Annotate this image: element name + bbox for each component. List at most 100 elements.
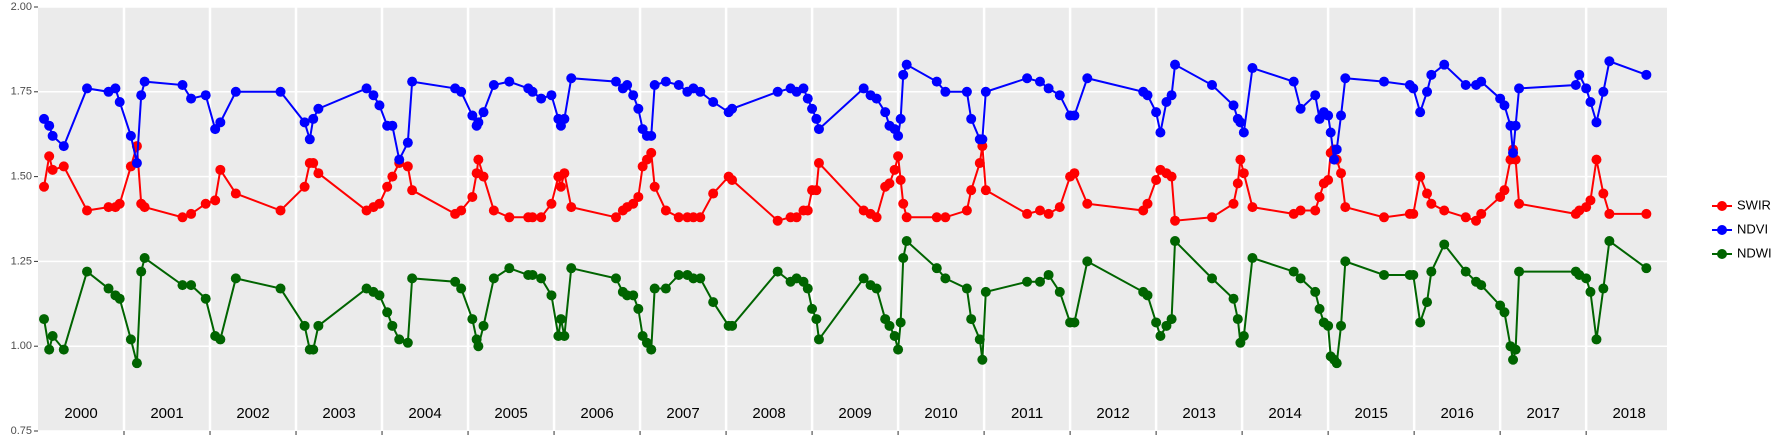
y-tick-label: 1.00 (11, 340, 32, 352)
data-point (813, 334, 824, 345)
data-point (186, 280, 197, 291)
data-point (1142, 198, 1153, 209)
data-point (695, 86, 706, 97)
data-point (1499, 185, 1510, 196)
data-point (610, 273, 621, 284)
year-label: 2008 (752, 405, 785, 422)
data-point (1310, 286, 1321, 297)
legend-label: NDVI (1737, 221, 1768, 236)
data-point (980, 86, 991, 97)
data-point (802, 283, 813, 294)
data-point (695, 273, 706, 284)
data-point (727, 103, 738, 114)
data-point (961, 205, 972, 216)
data-point (1151, 317, 1162, 328)
data-point (1329, 154, 1340, 165)
data-point (1499, 100, 1510, 111)
data-point (275, 86, 286, 97)
data-point (895, 317, 906, 328)
data-point (215, 164, 226, 175)
data-point (488, 273, 499, 284)
data-point (811, 113, 822, 124)
data-point (1415, 171, 1426, 182)
year-label: 2012 (1096, 405, 1129, 422)
data-point (895, 113, 906, 124)
data-point (1043, 269, 1054, 280)
data-point (1585, 195, 1596, 206)
data-point (1247, 253, 1258, 264)
data-point (977, 134, 988, 145)
data-point (177, 212, 188, 223)
data-point (628, 198, 639, 209)
data-point (478, 171, 489, 182)
data-point (186, 208, 197, 219)
data-point (1082, 256, 1093, 267)
data-point (230, 188, 241, 199)
data-point (772, 86, 783, 97)
data-point (299, 181, 310, 192)
data-point (622, 80, 633, 91)
data-point (1460, 212, 1471, 223)
data-point (673, 269, 684, 280)
data-point (772, 215, 783, 226)
data-point (1295, 205, 1306, 216)
data-point (210, 124, 221, 135)
data-point (299, 117, 310, 128)
data-point (1641, 208, 1652, 219)
data-point (871, 283, 882, 294)
data-point (688, 212, 699, 223)
y-tick-label: 2.00 (11, 1, 32, 13)
data-point (660, 283, 671, 294)
data-point (1510, 344, 1521, 355)
data-point (136, 90, 147, 101)
data-point (1604, 56, 1615, 67)
data-point (1426, 266, 1437, 277)
data-point (361, 83, 372, 94)
data-point (82, 83, 93, 94)
data-point (974, 158, 985, 169)
data-point (407, 76, 418, 87)
data-point (39, 113, 50, 124)
data-point (1336, 110, 1347, 121)
data-point (139, 253, 150, 264)
data-point (1207, 80, 1218, 91)
data-point (1022, 73, 1033, 84)
data-point (1581, 273, 1592, 284)
data-point (275, 283, 286, 294)
data-point (527, 269, 538, 280)
data-point (387, 171, 398, 182)
data-point (708, 188, 719, 199)
data-point (139, 76, 150, 87)
data-point (633, 191, 644, 202)
data-point (313, 320, 324, 331)
data-point (880, 107, 891, 118)
data-point (114, 198, 125, 209)
data-point (186, 93, 197, 104)
data-point (1570, 80, 1581, 91)
data-point (1585, 96, 1596, 107)
data-point (566, 73, 577, 84)
data-point (1604, 236, 1615, 247)
data-point (1331, 144, 1342, 155)
data-point (39, 181, 50, 192)
data-point (1641, 69, 1652, 80)
data-point (230, 273, 241, 284)
data-point (966, 113, 977, 124)
data-point (536, 212, 547, 223)
data-point (1336, 320, 1347, 331)
data-point (1054, 286, 1065, 297)
data-point (980, 286, 991, 297)
data-point (1508, 147, 1519, 158)
data-point (1295, 103, 1306, 114)
data-point (1034, 205, 1045, 216)
data-point (1415, 107, 1426, 118)
data-point (889, 164, 900, 175)
data-point (200, 90, 211, 101)
data-point (1439, 239, 1450, 250)
data-point (1408, 208, 1419, 219)
data-point (610, 212, 621, 223)
data-point (695, 212, 706, 223)
data-point (1314, 191, 1325, 202)
data-point (884, 178, 895, 189)
data-point (1235, 117, 1246, 128)
